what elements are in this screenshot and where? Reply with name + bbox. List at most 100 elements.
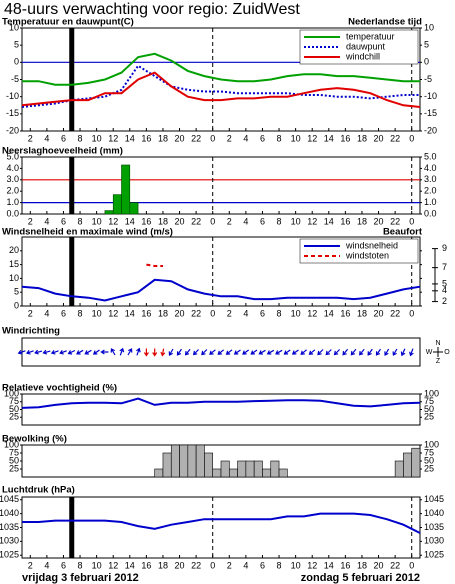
x-tick-label: 18 bbox=[357, 308, 367, 318]
cloud-bar bbox=[170, 444, 180, 478]
plot-frame bbox=[21, 393, 421, 426]
wind-arrow bbox=[250, 349, 258, 355]
wind-arrow bbox=[225, 349, 233, 355]
wind-arrow bbox=[192, 349, 200, 356]
y-tick-label: 1.0 bbox=[6, 197, 19, 207]
panel-note: Nederlandse tijd bbox=[348, 17, 422, 28]
wind-arrow bbox=[325, 349, 332, 356]
x-tick-label: 20 bbox=[374, 133, 384, 143]
wind-arrow bbox=[76, 349, 84, 355]
wind-arrow bbox=[409, 348, 414, 357]
wind-arrow bbox=[283, 349, 291, 355]
series-line bbox=[22, 52, 420, 86]
y-tick-label-right: 10 bbox=[424, 22, 434, 32]
panel-title: Temperatuur en dauwpunt(C) bbox=[2, 17, 134, 28]
y-tick-label: 1030 bbox=[0, 536, 19, 546]
precip-bar bbox=[129, 202, 139, 215]
series-line bbox=[21, 278, 421, 302]
x-tick-label: 2 bbox=[227, 216, 232, 226]
x-tick-label: 6 bbox=[260, 133, 265, 143]
wind-arrow bbox=[168, 348, 174, 356]
x-tick-label: 8 bbox=[78, 133, 83, 143]
x-tick-label: 4 bbox=[44, 560, 49, 570]
x-tick-label: 14 bbox=[324, 133, 334, 143]
cloud-bar bbox=[411, 447, 421, 478]
now-marker bbox=[69, 28, 75, 131]
y-tick-label-right: 50 bbox=[424, 404, 434, 414]
cloud-bar bbox=[187, 444, 197, 478]
y-tick-label-right: 100 bbox=[424, 439, 439, 449]
x-tick-label: 4 bbox=[44, 133, 49, 143]
x-tick-label: 12 bbox=[307, 133, 317, 143]
y-tick-label: 1040 bbox=[0, 508, 19, 518]
wind-arrow bbox=[308, 349, 316, 355]
y-tick-label: 15 bbox=[9, 259, 19, 269]
wind-arrow bbox=[17, 349, 26, 355]
x-tick-label: 16 bbox=[141, 560, 151, 570]
x-tick-label: 4 bbox=[44, 216, 49, 226]
wind-arrow bbox=[50, 349, 59, 355]
x-tick-label: 2 bbox=[227, 133, 232, 143]
x-tick-label: 18 bbox=[357, 216, 367, 226]
legend-label: dauwpunt bbox=[346, 41, 386, 51]
wind-arrow bbox=[275, 349, 283, 355]
cloud-bar bbox=[204, 452, 214, 478]
x-tick-label: 4 bbox=[243, 133, 248, 143]
x-tick-label: 16 bbox=[141, 308, 151, 318]
cloud-bar bbox=[237, 460, 247, 478]
legend-label: windstoten bbox=[345, 250, 389, 260]
x-tick-label: 10 bbox=[92, 308, 102, 318]
x-tick-label: 22 bbox=[191, 133, 201, 143]
x-tick-label: 6 bbox=[260, 216, 265, 226]
x-tick-label: 22 bbox=[191, 216, 201, 226]
y-tick-label: 2.0 bbox=[6, 186, 19, 196]
x-tick-label: 10 bbox=[291, 560, 301, 570]
y-tick-label-right: -20 bbox=[424, 125, 437, 135]
wind-arrow bbox=[375, 348, 381, 356]
cloud-bar bbox=[394, 460, 404, 478]
y-tick-label-right: 50 bbox=[424, 455, 434, 465]
x-tick-label: 2 bbox=[28, 560, 33, 570]
x-tick-label: 12 bbox=[108, 133, 118, 143]
y-tick-label: -10 bbox=[6, 91, 19, 101]
x-tick-label: 4 bbox=[243, 216, 248, 226]
x-tick-label: 16 bbox=[340, 560, 350, 570]
x-tick-label: 10 bbox=[92, 216, 102, 226]
cloud-bar bbox=[179, 444, 189, 478]
compass-label: N bbox=[435, 340, 440, 347]
wind-arrow bbox=[317, 349, 324, 356]
x-tick-label: 14 bbox=[324, 308, 334, 318]
wind-arrow bbox=[242, 349, 250, 355]
x-tick-label: 2 bbox=[28, 216, 33, 226]
wind-arrow bbox=[217, 349, 225, 355]
x-tick-label: 6 bbox=[61, 308, 66, 318]
cloud-bar bbox=[253, 460, 263, 478]
wind-arrow bbox=[42, 349, 51, 355]
panel-title: Bewolking (%) bbox=[2, 434, 67, 445]
x-tick-label: 8 bbox=[277, 133, 282, 143]
x-tick-label: 16 bbox=[340, 216, 350, 226]
wind-arrow bbox=[160, 348, 166, 357]
x-tick-label: 8 bbox=[78, 560, 83, 570]
cloud-bar bbox=[154, 468, 164, 478]
x-tick-label: 12 bbox=[307, 308, 317, 318]
compass-cross bbox=[433, 347, 443, 357]
x-tick-label: 18 bbox=[158, 560, 168, 570]
y-tick-label-right: 100 bbox=[424, 388, 439, 398]
wind-arrow bbox=[233, 349, 241, 355]
y-tick-label-right: 75 bbox=[424, 396, 434, 406]
now-marker bbox=[69, 157, 75, 214]
x-tick-label: 18 bbox=[158, 308, 168, 318]
x-tick-label: 6 bbox=[260, 560, 265, 570]
wind-arrow bbox=[350, 348, 357, 356]
x-tick-label: 10 bbox=[291, 308, 301, 318]
y2-tick-label: 5 bbox=[442, 278, 447, 288]
y-tick-label: 5 bbox=[14, 40, 19, 50]
wind-arrow bbox=[384, 348, 390, 356]
y-tick-label-right: 2.0 bbox=[424, 186, 437, 196]
x-tick-label: 0 bbox=[409, 216, 414, 226]
y-tick-label: 1025 bbox=[0, 550, 19, 560]
x-tick-label: 6 bbox=[61, 216, 66, 226]
y-tick-label-right: -5 bbox=[424, 74, 432, 84]
